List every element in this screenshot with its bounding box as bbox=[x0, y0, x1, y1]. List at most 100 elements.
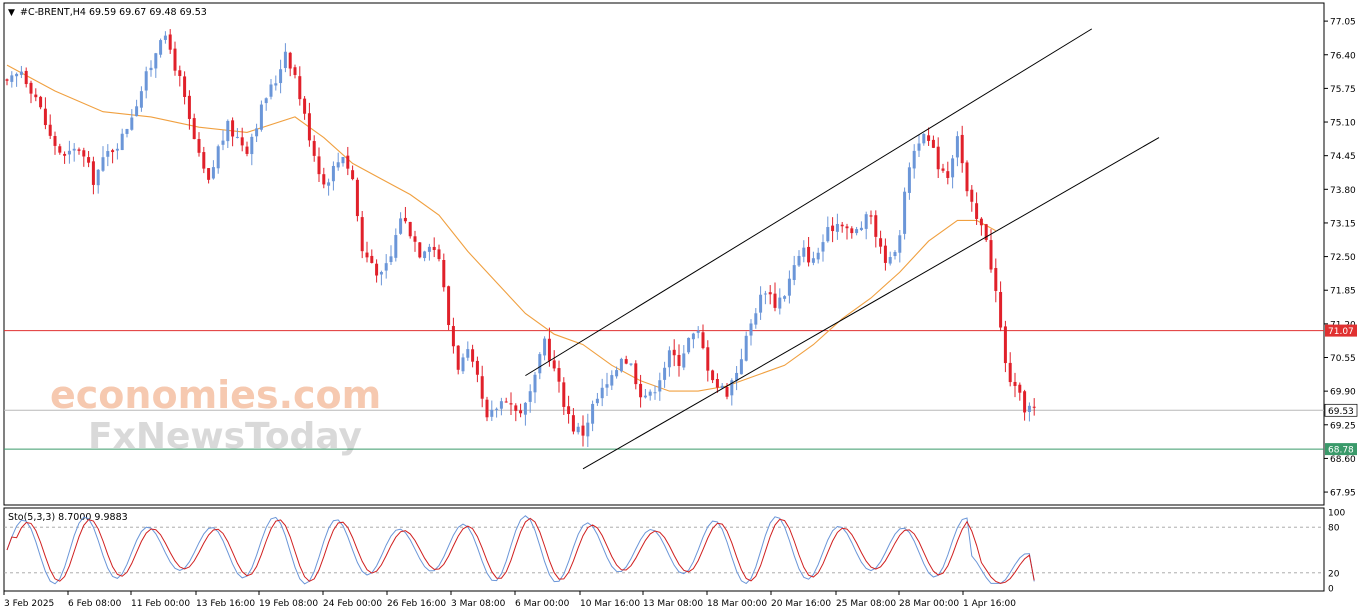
ma-line bbox=[6, 64, 997, 392]
time-axis: 3 Feb 2025 6 Feb 08:00 11 Feb 00:00 13 Feb … bbox=[3, 591, 1016, 609]
moving-average bbox=[6, 64, 997, 392]
candle-body bbox=[994, 268, 998, 291]
time-tick-label: 24 Feb 00:00 bbox=[323, 599, 382, 609]
price-tick-label: 77.05 bbox=[1330, 18, 1356, 28]
candle-body bbox=[581, 425, 585, 436]
candle-body bbox=[399, 218, 403, 234]
price-tick-label: 67.95 bbox=[1330, 489, 1356, 499]
candle-body bbox=[159, 40, 163, 55]
time-tick-label: 25 Mar 08:00 bbox=[836, 599, 896, 609]
candle-body bbox=[763, 293, 767, 295]
candle-body bbox=[288, 52, 292, 69]
candle-body bbox=[883, 245, 887, 263]
candle-body bbox=[437, 249, 441, 260]
candle-body bbox=[336, 162, 340, 168]
candle-body bbox=[591, 403, 595, 424]
candle-body bbox=[528, 391, 532, 402]
candle-body bbox=[480, 376, 484, 399]
candle-body bbox=[504, 401, 508, 403]
candle-body bbox=[739, 359, 743, 375]
candle-body bbox=[34, 94, 38, 98]
candle-body bbox=[792, 265, 796, 280]
candle-body bbox=[797, 255, 801, 266]
candle-body bbox=[111, 150, 115, 153]
candle-body bbox=[427, 246, 431, 252]
candle-body bbox=[610, 375, 614, 386]
candle-body bbox=[58, 146, 62, 153]
candle-body bbox=[523, 402, 527, 415]
channel-line[interactable] bbox=[525, 28, 1093, 377]
candle-body bbox=[63, 153, 67, 156]
candle-body bbox=[816, 252, 820, 260]
candle-body bbox=[317, 156, 321, 175]
collapse-arrow-icon[interactable]: ▼ bbox=[8, 8, 15, 18]
candle-body bbox=[1027, 405, 1031, 412]
candle-body bbox=[629, 363, 633, 365]
candle-body bbox=[979, 218, 983, 226]
candle-body bbox=[955, 136, 959, 158]
candle-body bbox=[250, 136, 254, 155]
candle-body bbox=[931, 139, 935, 148]
candle-body bbox=[576, 426, 580, 433]
candle-body bbox=[888, 257, 892, 264]
candle-body bbox=[264, 98, 268, 104]
candle-body bbox=[562, 382, 566, 407]
candle-body bbox=[768, 292, 772, 295]
candle-body bbox=[571, 415, 575, 432]
candle-body bbox=[634, 363, 638, 385]
candle-body bbox=[442, 259, 446, 288]
candle-body bbox=[394, 235, 398, 258]
price-tick-label: 73.15 bbox=[1330, 219, 1356, 229]
candle-body bbox=[120, 133, 124, 151]
price-axis[interactable]: 77.05 76.40 75.75 75.10 74.45 73.80 73.15 72.50… bbox=[1324, 18, 1356, 499]
candle-body bbox=[778, 297, 782, 309]
candle-body bbox=[552, 360, 556, 369]
candle-body bbox=[859, 227, 863, 230]
stochastic-oscillator bbox=[4, 515, 1324, 585]
candle-body bbox=[115, 148, 119, 151]
candle-body bbox=[365, 252, 369, 258]
candle-body bbox=[307, 113, 311, 141]
time-tick-label: 13 Feb 16:00 bbox=[196, 599, 255, 609]
candle-body bbox=[5, 79, 9, 81]
candle-body bbox=[197, 139, 201, 153]
candle-body bbox=[231, 120, 235, 137]
candle-body bbox=[850, 228, 854, 234]
candle-body bbox=[432, 246, 436, 250]
candle-body bbox=[187, 95, 191, 119]
symbol-info: #C-BRENT,H4 69.59 69.67 69.48 69.53 bbox=[20, 7, 207, 18]
candle-body bbox=[135, 106, 139, 117]
candle-body bbox=[72, 148, 76, 151]
price-tick-label: 74.45 bbox=[1330, 152, 1356, 162]
candle-body bbox=[125, 128, 129, 134]
candle-body bbox=[178, 70, 182, 77]
candle-body bbox=[106, 151, 110, 157]
candle-body bbox=[557, 368, 561, 382]
candle-body bbox=[130, 117, 134, 130]
candle-body bbox=[840, 224, 844, 227]
candle-body bbox=[835, 223, 839, 232]
candle-body bbox=[807, 246, 811, 263]
price-tick-label: 76.40 bbox=[1330, 51, 1356, 61]
candle-body bbox=[787, 278, 791, 296]
candle-body bbox=[211, 167, 215, 179]
candle-body bbox=[912, 150, 916, 169]
time-tick-label: 3 Mar 08:00 bbox=[451, 599, 506, 609]
main-pane bbox=[3, 2, 1325, 506]
candle-body bbox=[1023, 391, 1027, 413]
candle-body bbox=[466, 349, 470, 358]
candle-body bbox=[322, 174, 326, 185]
candle-body bbox=[10, 75, 14, 82]
trend-channel[interactable] bbox=[525, 28, 1160, 470]
candle-body bbox=[87, 157, 91, 163]
candle-body bbox=[984, 224, 988, 240]
candle-body bbox=[269, 84, 273, 97]
candle-body bbox=[19, 71, 23, 75]
level-tags: 71.07 69.53 68.78 bbox=[1324, 324, 1358, 456]
channel-line[interactable] bbox=[582, 137, 1160, 470]
candle-body bbox=[408, 221, 412, 237]
candle-body bbox=[667, 350, 671, 368]
candle-body bbox=[759, 294, 763, 313]
candle-body bbox=[615, 370, 619, 377]
